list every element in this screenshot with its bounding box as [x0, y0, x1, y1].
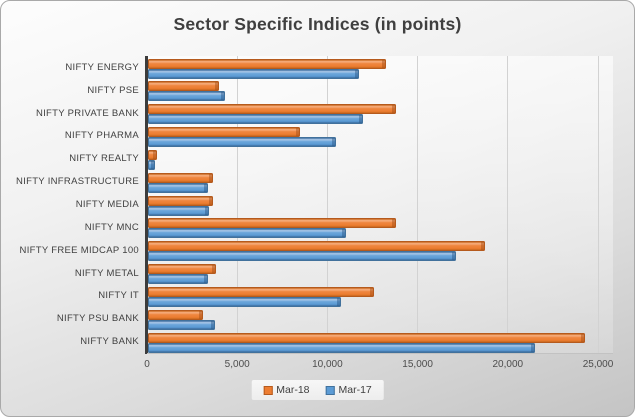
bar-mar-17-9 [148, 274, 208, 285]
bar-mar-18-0 [148, 58, 387, 69]
category-label: NIFTY PSE [87, 84, 139, 96]
bar-mar-18-7 [148, 218, 397, 229]
legend-swatch-icon [325, 385, 335, 395]
bar-mar-17-7 [148, 228, 347, 239]
x-tick-label: 20,000 [492, 359, 524, 370]
gridline [597, 56, 599, 353]
category-label: NIFTY METAL [74, 267, 139, 279]
bar-mar-17-8 [148, 251, 457, 262]
x-tick-label: 0 [144, 359, 150, 370]
gridline [507, 56, 509, 353]
category-axis-line [145, 56, 148, 354]
x-tick-label: 10,000 [312, 359, 343, 370]
category-label: NIFTY PSU BANK [56, 313, 139, 325]
category-label: NIFTY REALTY [69, 153, 139, 165]
bar-mar-17-10 [148, 296, 342, 307]
category-label: NIFTY IT [98, 290, 139, 302]
bar-mar-18-2 [148, 104, 397, 115]
bar-mar-18-11 [148, 309, 204, 320]
category-label: NIFTY FREE MIDCAP 100 [19, 244, 139, 256]
x-tick-label: 25,000 [582, 359, 614, 370]
bar-mar-18-1 [148, 81, 220, 92]
category-label: NIFTY INFRASTRUCTURE [16, 176, 139, 188]
legend-item-mar-18: Mar-18 [263, 384, 310, 396]
gridline [417, 56, 419, 353]
bar-mar-17-2 [148, 114, 363, 125]
bar-mar-18-3 [148, 127, 300, 138]
bar-mar-17-3 [148, 137, 336, 148]
x-tick-label: 5,000 [224, 359, 250, 370]
bar-mar-18-4 [148, 149, 158, 160]
bar-mar-17-0 [148, 68, 360, 79]
bar-mar-17-5 [148, 182, 208, 193]
legend-item-mar-17: Mar-17 [325, 384, 372, 396]
value-axis-line [147, 353, 613, 354]
category-label: NIFTY BANK [80, 336, 139, 348]
bar-mar-18-12 [148, 332, 586, 343]
category-label: NIFTY PHARMA [64, 130, 139, 142]
bar-mar-18-6 [148, 195, 213, 206]
category-label: NIFTY ENERGY [65, 61, 139, 73]
bar-mar-17-1 [148, 91, 225, 102]
bar-mar-17-6 [148, 205, 210, 216]
bar-mar-17-11 [148, 319, 215, 330]
x-tick-label: 15,000 [402, 359, 433, 370]
category-label: NIFTY MNC [84, 221, 139, 233]
legend-label: Mar-17 [338, 384, 372, 396]
chart-title: Sector Specific Indices (in points) [173, 14, 462, 34]
bar-mar-17-4 [148, 159, 156, 170]
bar-mar-17-12 [148, 342, 535, 353]
bar-mar-18-10 [148, 286, 374, 297]
legend-label: Mar-18 [276, 384, 310, 396]
gridline [326, 56, 328, 353]
bar-mar-18-8 [148, 241, 486, 252]
legend: Mar-18 Mar-17 [251, 380, 384, 400]
bar-mar-18-5 [148, 172, 213, 183]
gridline [236, 56, 238, 353]
legend-swatch-icon [263, 385, 273, 395]
bar-mar-18-9 [148, 264, 216, 275]
category-label: NIFTY PRIVATE BANK [35, 107, 139, 119]
category-label: NIFTY MEDIA [75, 198, 139, 210]
